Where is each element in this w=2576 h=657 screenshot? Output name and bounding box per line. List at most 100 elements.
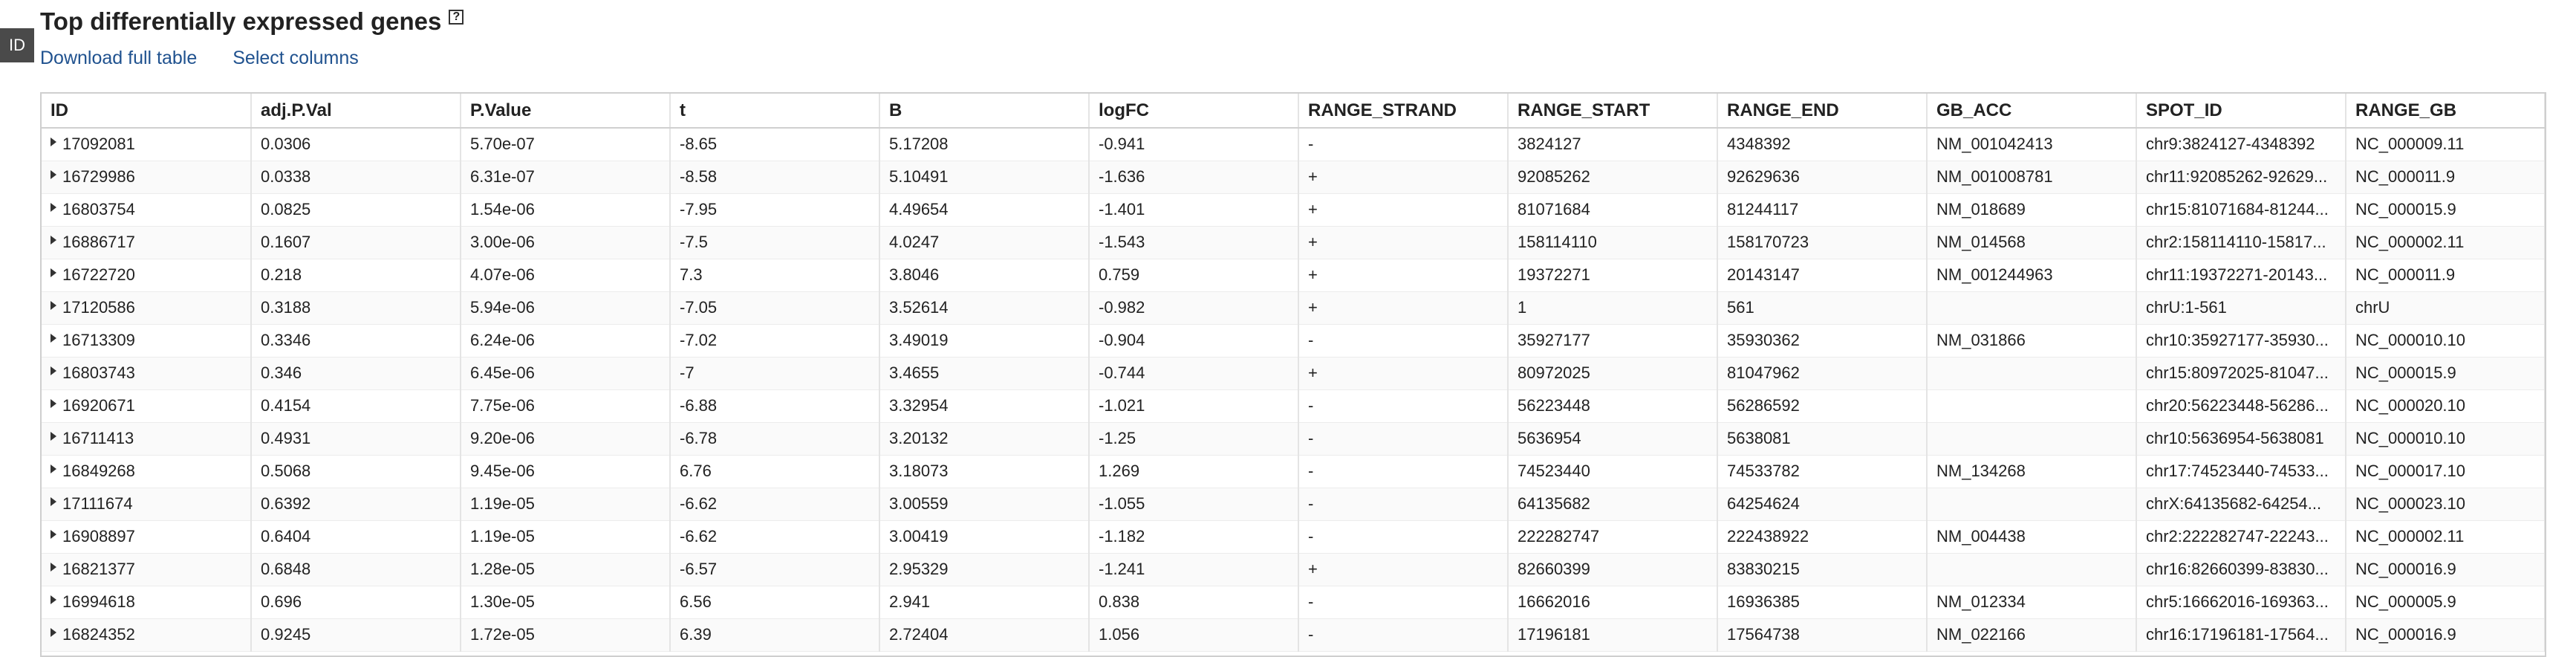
cell-range-strand: + (1298, 226, 1509, 259)
expand-row-icon[interactable] (51, 530, 56, 539)
cell-b: 3.49019 (879, 324, 1090, 357)
cell-b: 2.72404 (879, 618, 1090, 652)
column-header-p-value[interactable]: P.Value (461, 94, 671, 129)
table-row[interactable]: 16849268 0.5068 9.45e-06 6.76 3.18073 1.269-7… (42, 455, 2545, 488)
column-header-spot-id[interactable]: SPOT_ID (2136, 94, 2346, 129)
column-header-id[interactable]: ID (42, 94, 252, 129)
expand-row-icon[interactable] (51, 628, 56, 637)
expand-row-icon[interactable] (51, 497, 56, 506)
expand-row-icon[interactable] (51, 334, 56, 343)
help-icon[interactable]: ? (449, 10, 464, 25)
cell-range-end: 20143147 (1717, 259, 1928, 292)
expand-row-icon[interactable] (51, 366, 56, 375)
column-header-t[interactable]: t (670, 94, 880, 129)
cell-p-value: 7.75e-06 (461, 389, 671, 423)
cell-range-gb: NC_000015.9 (2346, 193, 2545, 227)
column-header-range-strand[interactable]: RANGE_STRAND (1298, 94, 1509, 129)
cell-logfc: -1.182 (1089, 520, 1299, 554)
cell-p-value: 3.00e-06 (461, 226, 671, 259)
expand-row-icon[interactable] (51, 465, 56, 473)
cell-id: 16994618 (42, 586, 252, 619)
expand-row-icon[interactable] (51, 432, 56, 441)
cell-b: 3.32954 (879, 389, 1090, 423)
table-row[interactable]: 17120586 0.3188 5.94e-06 -7.05 3.52614 -0.982… (42, 291, 2545, 325)
download-full-table-link[interactable]: Download full table (40, 48, 198, 68)
expand-row-icon[interactable] (51, 170, 56, 179)
column-header-b[interactable]: B (879, 94, 1090, 129)
cell-t: -7 (670, 357, 880, 390)
cell-range-end: 92629636 (1717, 161, 1928, 194)
cell-p-value: 6.24e-06 (461, 324, 671, 357)
table-row[interactable]: 16713309 0.3346 6.24e-06 -7.02 3.49019 -0.904… (42, 324, 2545, 357)
expand-row-icon[interactable] (51, 399, 56, 408)
expand-row-icon[interactable] (51, 236, 56, 245)
column-header-range-gb[interactable]: RANGE_GB (2346, 94, 2545, 129)
expand-row-icon[interactable] (51, 301, 56, 310)
expand-row-icon[interactable] (51, 595, 56, 604)
cell-id: 17120586 (42, 291, 252, 325)
cell-gb-acc: NM_018689 (1927, 193, 2137, 227)
cell-gb-acc (1927, 389, 2137, 423)
table-row[interactable]: 16729986 0.0338 6.31e-07 -8.58 5.10491 -1.636… (42, 161, 2545, 194)
cell-p-value: 1.30e-05 (461, 586, 671, 619)
expand-row-icon[interactable] (51, 563, 56, 572)
cell-range-start: 81071684 (1508, 193, 1718, 227)
cell-p-value: 6.31e-07 (461, 161, 671, 194)
cell-t: 6.56 (670, 586, 880, 619)
column-header-adj-p-val[interactable]: adj.P.Val (251, 94, 461, 129)
cell-t: 6.39 (670, 618, 880, 652)
table-row[interactable]: 16994618 0.696 1.30e-05 6.56 2.941 0.838-1666… (42, 586, 2545, 619)
cell-text: 16994618 (62, 592, 135, 611)
cell-range-strand: - (1298, 488, 1509, 521)
cell-range-strand: - (1298, 618, 1509, 652)
cell-logfc: -1.021 (1089, 389, 1299, 423)
cell-adj-p-val: 0.4931 (251, 422, 461, 456)
table-row[interactable]: 16886717 0.1607 3.00e-06 -7.5 4.0247 -1.543 +1… (42, 226, 2545, 259)
cell-gb-acc (1927, 291, 2137, 325)
table-row[interactable]: 16824352 0.9245 1.72e-05 6.39 2.72404 1.056-1… (42, 618, 2545, 652)
cell-b: 2.95329 (879, 553, 1090, 586)
cell-range-start: 64135682 (1508, 488, 1718, 521)
table-row[interactable]: 16803754 0.0825 1.54e-06 -7.95 4.49654 -1.401… (42, 193, 2545, 227)
cell-p-value: 1.28e-05 (461, 553, 671, 586)
cell-b: 3.4655 (879, 357, 1090, 390)
cell-gb-acc (1927, 553, 2137, 586)
table-row[interactable]: 17092081 0.0306 5.70e-07 -8.65 5.17208 -0.941… (42, 128, 2545, 161)
column-header-range-end[interactable]: RANGE_END (1717, 94, 1928, 129)
column-header-logfc[interactable]: logFC (1089, 94, 1299, 129)
cell-spot-id: chr10:35927177-35930... (2136, 324, 2346, 357)
cell-gb-acc: NM_001244963 (1927, 259, 2137, 292)
cell-t: 7.3 (670, 259, 880, 292)
expand-row-icon[interactable] (51, 203, 56, 212)
table-row[interactable]: 16711413 0.4931 9.20e-06 -6.78 3.20132 -1.25-… (42, 422, 2545, 456)
cell-range-start: 92085262 (1508, 161, 1718, 194)
cell-adj-p-val: 0.0306 (251, 128, 461, 161)
table-row[interactable]: 16803743 0.346 6.45e-06 -7 3.4655 -0.744 +8097… (42, 357, 2545, 390)
cell-logfc: 1.056 (1089, 618, 1299, 652)
column-header-gb-acc[interactable]: GB_ACC (1927, 94, 2137, 129)
cell-logfc: 0.759 (1089, 259, 1299, 292)
cell-t: -6.62 (670, 520, 880, 554)
cell-range-start: 16662016 (1508, 586, 1718, 619)
cell-text: 16713309 (62, 331, 135, 349)
table-row[interactable]: 16821377 0.6848 1.28e-05 -6.57 2.95329 -1.241… (42, 553, 2545, 586)
table-row[interactable]: 16722720 0.218 4.07e-06 7.3 3.8046 0.759 +1937… (42, 259, 2545, 292)
cell-adj-p-val: 0.6392 (251, 488, 461, 521)
table-row[interactable]: 16920671 0.4154 7.75e-06 -6.88 3.32954 -1.021… (42, 389, 2545, 423)
expand-row-icon[interactable] (51, 137, 56, 147)
cell-range-end: 4348392 (1717, 128, 1928, 161)
column-header-range-start[interactable]: RANGE_START (1508, 94, 1718, 129)
expand-row-icon[interactable] (51, 268, 56, 277)
table-row[interactable]: 17111674 0.6392 1.19e-05 -6.62 3.00559 -1.055… (42, 488, 2545, 521)
table-row[interactable]: 16908897 0.6404 1.19e-05 -6.62 3.00419 -1.182… (42, 520, 2545, 554)
cell-range-strand: - (1298, 422, 1509, 456)
cell-gb-acc: NM_004438 (1927, 520, 2137, 554)
cell-text: 17120586 (62, 298, 135, 317)
select-columns-link[interactable]: Select columns (232, 48, 359, 68)
cell-spot-id: chr10:5636954-5638081 (2136, 422, 2346, 456)
cell-text: 17111674 (62, 494, 133, 513)
cell-range-end: 17564738 (1717, 618, 1928, 652)
cell-spot-id: chr5:16662016-169363... (2136, 586, 2346, 619)
cell-p-value: 9.45e-06 (461, 455, 671, 488)
